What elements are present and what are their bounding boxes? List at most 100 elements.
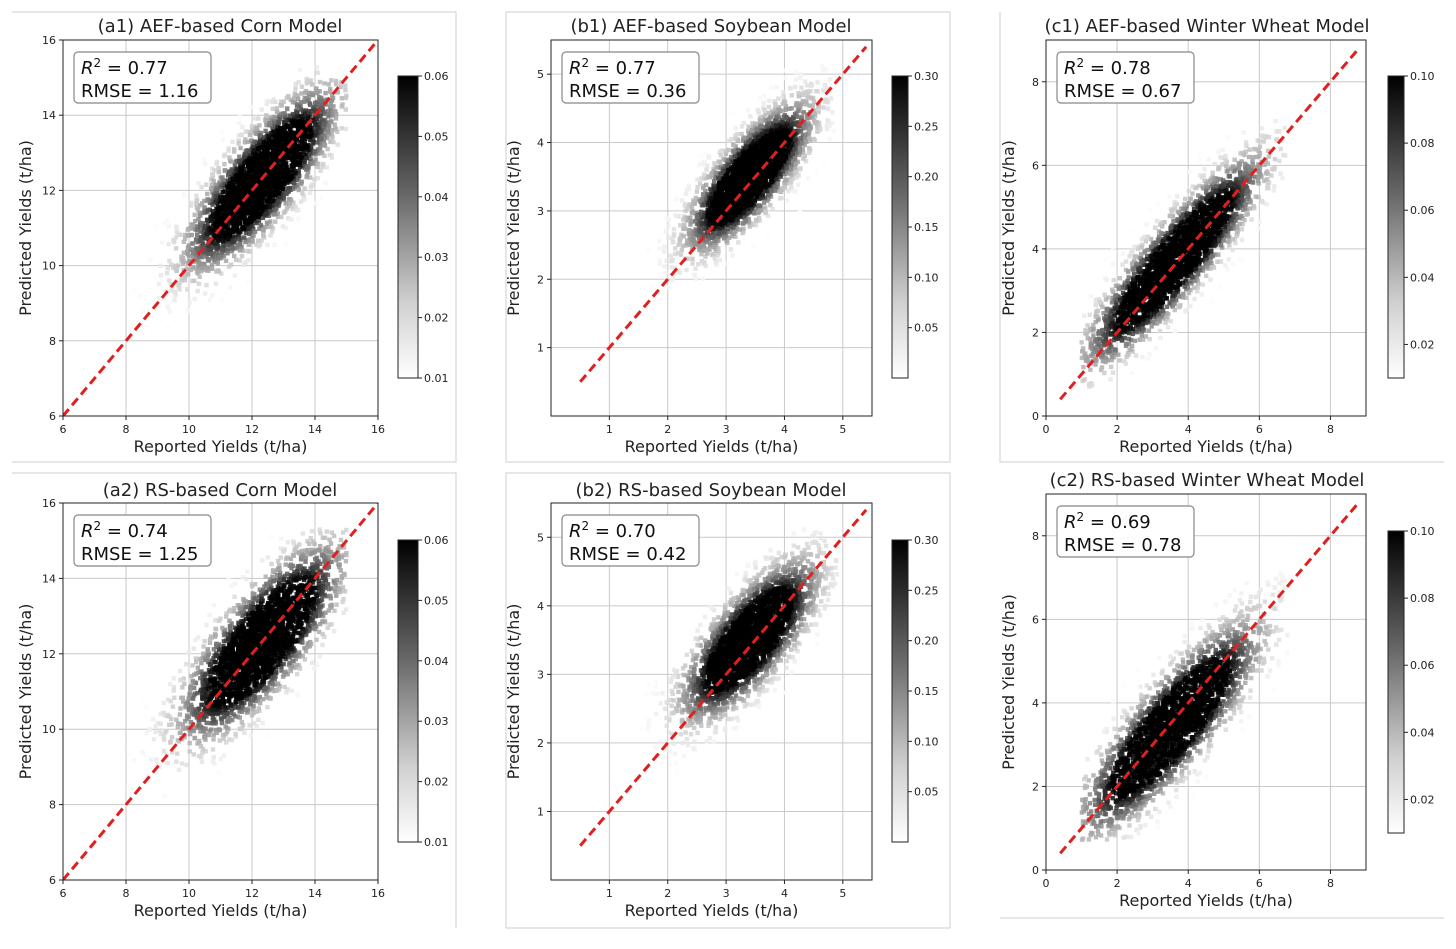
scatter-point xyxy=(812,118,817,123)
scatter-point xyxy=(211,179,216,184)
scatter-point xyxy=(300,133,306,138)
scatter-point xyxy=(335,142,340,147)
scatter-point xyxy=(315,164,320,169)
scatter-point xyxy=(299,91,304,96)
scatter-point xyxy=(263,118,268,123)
scatter-point xyxy=(302,197,307,202)
scatter-point xyxy=(663,229,668,234)
scatter-point xyxy=(290,120,295,126)
scatter-point xyxy=(185,227,190,232)
scatter-point xyxy=(262,150,267,155)
scatter-point xyxy=(261,168,266,174)
scatter-point xyxy=(249,206,254,211)
scatter-point xyxy=(711,229,716,235)
scatter-point xyxy=(746,145,752,150)
scatter-point xyxy=(206,207,211,213)
scatter-point xyxy=(323,90,328,96)
scatter-point xyxy=(284,191,289,197)
scatter-point xyxy=(758,156,763,161)
scatter-point xyxy=(234,224,239,229)
scatter-point xyxy=(197,274,202,279)
scatter-point xyxy=(807,103,812,108)
scatter-point xyxy=(244,208,249,214)
scatter-point xyxy=(199,244,205,249)
scatter-point xyxy=(282,114,288,119)
scatter-point xyxy=(236,174,241,179)
scatter-point xyxy=(763,117,768,122)
scatter-point xyxy=(230,139,235,144)
scatter-point xyxy=(734,210,739,215)
scatter-point xyxy=(808,88,813,94)
scatter-point xyxy=(830,110,835,115)
scatter-point xyxy=(766,192,772,197)
scatter-point xyxy=(273,134,278,139)
scatter-point xyxy=(757,128,762,133)
scatter-point xyxy=(720,225,725,230)
scatter-point xyxy=(274,179,279,184)
scatter-point xyxy=(167,258,172,264)
scatter-point xyxy=(197,265,202,270)
scatter-point xyxy=(741,206,746,211)
scatter-point xyxy=(298,100,304,105)
scatter-point xyxy=(195,224,200,229)
scatter-point xyxy=(780,165,785,170)
scatter-point xyxy=(312,133,318,138)
scatter-point xyxy=(306,98,311,103)
scatter-point xyxy=(228,177,233,182)
scatter-point xyxy=(755,139,760,144)
scatter-point xyxy=(292,153,297,158)
scatter-point xyxy=(785,140,790,145)
scatter-point xyxy=(213,212,219,217)
scatter-point xyxy=(254,242,259,247)
scatter-point xyxy=(729,154,734,160)
scatter-point xyxy=(794,69,799,75)
scatter-point xyxy=(782,142,788,147)
scatter-point xyxy=(316,147,321,153)
scatter-point xyxy=(716,198,721,203)
scatter-point xyxy=(195,227,200,233)
scatter-point xyxy=(288,97,294,102)
scatter-point xyxy=(203,162,208,167)
scatter-point xyxy=(304,174,309,180)
scatter-point xyxy=(702,201,707,206)
scatter-point xyxy=(255,180,260,185)
scatter-point xyxy=(280,143,285,148)
scatter-point xyxy=(290,150,295,156)
scatter-point xyxy=(197,254,202,259)
scatter-point xyxy=(233,168,238,173)
scatter-point xyxy=(723,217,728,222)
scatter-point xyxy=(701,192,706,197)
scatter-point xyxy=(788,171,793,176)
scatter-point xyxy=(812,108,817,113)
scatter-point xyxy=(227,155,232,160)
scatter-point xyxy=(822,83,828,88)
scatter-point xyxy=(263,204,268,209)
scatter-point xyxy=(223,248,228,254)
scatter-point xyxy=(783,103,789,109)
scatter-point xyxy=(165,270,170,276)
scatter-point xyxy=(681,234,686,239)
scatter-point xyxy=(239,253,245,259)
scatter-point xyxy=(253,204,259,209)
scatter-point xyxy=(291,160,296,165)
scatter-point xyxy=(252,139,257,144)
scatter-point xyxy=(240,160,245,166)
scatter-point xyxy=(236,220,241,225)
scatter-point xyxy=(811,99,817,104)
scatter-point xyxy=(723,151,729,157)
scatter-point xyxy=(291,143,296,148)
scatter-point xyxy=(758,95,763,100)
scatter-point xyxy=(695,185,700,190)
scatter-point xyxy=(784,114,789,120)
scatter-point xyxy=(761,114,766,119)
scatter-point xyxy=(264,163,269,168)
scatter-point xyxy=(752,211,757,216)
scatter-point xyxy=(693,195,698,201)
scatter-point xyxy=(791,122,796,127)
scatter-point xyxy=(212,257,217,262)
scatter-point xyxy=(284,242,289,247)
scatter-point xyxy=(224,227,230,232)
scatter-point xyxy=(188,247,193,252)
scatter-point xyxy=(718,171,724,177)
scatter-point xyxy=(225,184,230,189)
